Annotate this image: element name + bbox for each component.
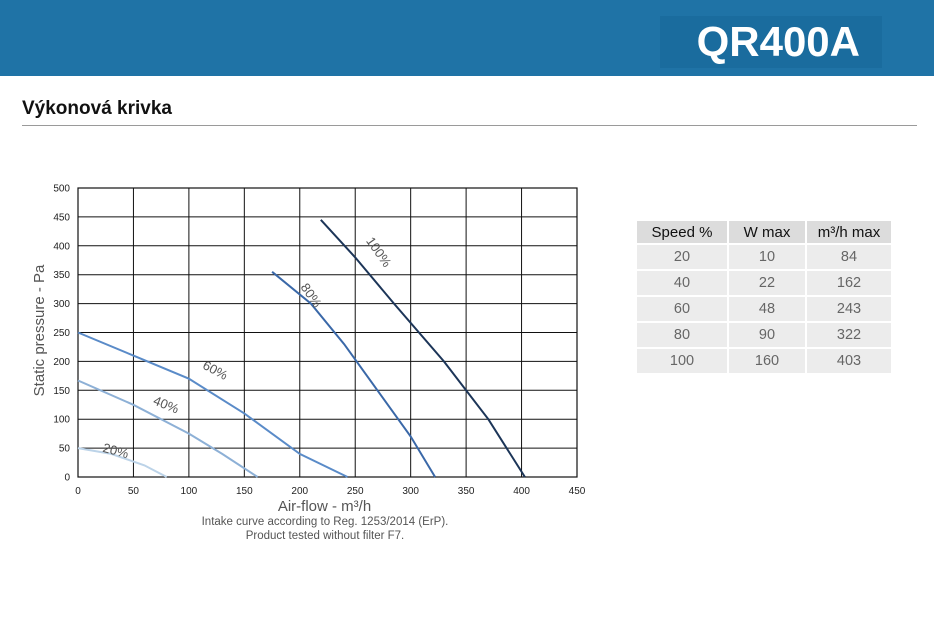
y-tick-label: 0 <box>64 473 70 484</box>
x-tick-label: 0 <box>75 486 81 497</box>
x-tick-label: 50 <box>128 486 140 497</box>
chart-ticks: 0 50 100 150 200 250 300 350 400 450 0 50 100 150 200 2… <box>53 184 585 498</box>
note-line-2: Product tested without filter F7. <box>245 530 405 542</box>
y-tick-label: 500 <box>53 184 70 195</box>
x-tick-label: 250 <box>347 486 364 497</box>
table-cell: 162 <box>807 271 891 295</box>
section-divider <box>22 125 917 126</box>
column-header-wmax: W max <box>729 221 805 243</box>
speed-table: Speed % W max m³/h max 20 10 84 40 22 16… <box>635 219 893 375</box>
table-cell: 84 <box>807 245 891 269</box>
y-tick-label: 450 <box>53 212 70 223</box>
y-tick-label: 400 <box>53 241 70 252</box>
x-tick-label: 100 <box>181 486 198 497</box>
table-cell: 100 <box>637 349 727 373</box>
table-cell: 322 <box>807 323 891 347</box>
table-row: 100 160 403 <box>637 349 891 373</box>
table-row: 60 48 243 <box>637 297 891 321</box>
series-line-100 <box>320 219 526 478</box>
column-header-flow: m³/h max <box>807 221 891 243</box>
model-badge <box>660 16 882 68</box>
series-line-20 <box>77 447 168 478</box>
table-row: 40 22 162 <box>637 271 891 295</box>
y-tick-label: 300 <box>53 299 70 310</box>
y-tick-label: 50 <box>59 444 71 455</box>
table-cell: 22 <box>729 271 805 295</box>
table-cell: 403 <box>807 349 891 373</box>
y-axis-label: Static pressure - Pa <box>31 264 48 396</box>
x-tick-label: 200 <box>291 486 308 497</box>
chart-grid <box>77 187 578 478</box>
y-tick-label: 350 <box>53 270 70 281</box>
series-line-80 <box>271 271 436 478</box>
x-tick-label: 400 <box>513 486 530 497</box>
y-tick-label: 200 <box>53 357 70 368</box>
table-row: 80 90 322 <box>637 323 891 347</box>
table-cell: 20 <box>637 245 727 269</box>
series-line-60 <box>77 331 348 478</box>
x-axis-label: Air-flow - m³/h <box>278 498 371 515</box>
table-cell: 40 <box>637 271 727 295</box>
section-title: Výkonová krivka <box>22 98 172 119</box>
x-tick-label: 350 <box>458 486 475 497</box>
y-tick-label: 100 <box>53 415 70 426</box>
x-tick-label: 450 <box>569 486 586 497</box>
table-cell: 160 <box>729 349 805 373</box>
chart-notes: Intake curve according to Reg. 1253/2014… <box>160 515 490 543</box>
table-cell: 90 <box>729 323 805 347</box>
table-cell: 10 <box>729 245 805 269</box>
note-line-1: Intake curve according to Reg. 1253/2014… <box>201 516 449 528</box>
model-title: QR400A <box>696 18 860 65</box>
column-header-speed: Speed % <box>637 221 727 243</box>
table-row: 20 10 84 <box>637 245 891 269</box>
series-label: 20% <box>101 440 130 461</box>
table-cell: 243 <box>807 297 891 321</box>
series-line-40 <box>77 379 259 478</box>
table-header-row: Speed % W max m³/h max <box>637 221 891 243</box>
x-tick-label: 150 <box>236 486 253 497</box>
table-cell: 60 <box>637 297 727 321</box>
chart-series <box>77 219 526 478</box>
x-tick-label: 300 <box>402 486 419 497</box>
table-cell: 48 <box>729 297 805 321</box>
y-tick-label: 150 <box>53 386 70 397</box>
y-tick-label: 250 <box>53 328 70 339</box>
table-cell: 80 <box>637 323 727 347</box>
